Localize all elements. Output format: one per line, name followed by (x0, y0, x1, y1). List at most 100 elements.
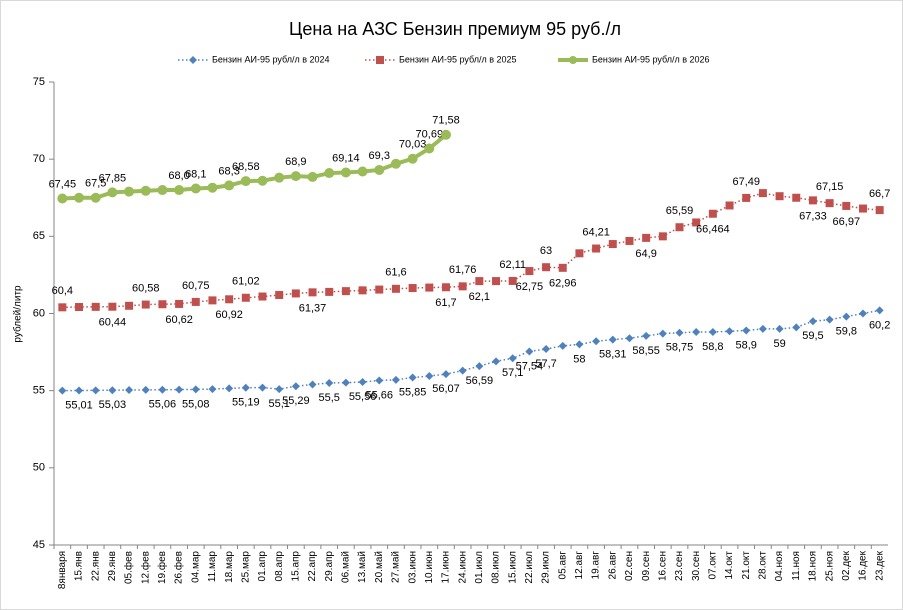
data-point (692, 218, 701, 227)
data-point (742, 326, 751, 335)
x-tick-label: 16.дек (858, 550, 869, 580)
data-point (357, 166, 368, 177)
x-tick-label: 12.авг (574, 551, 585, 580)
data-label: 68,58 (232, 161, 260, 173)
data-point (341, 378, 350, 387)
data-point (158, 300, 167, 309)
x-tick-label: 01.апр (257, 551, 268, 582)
data-label: 60,75 (182, 280, 210, 292)
data-label: 55,19 (232, 397, 260, 409)
data-point (75, 386, 84, 395)
data-point (241, 293, 250, 302)
x-tick-label: 09.сен (641, 551, 652, 581)
data-point (425, 372, 434, 381)
data-point (458, 366, 467, 375)
data-point (408, 373, 417, 382)
x-tick-label: 12.фев (139, 551, 151, 584)
x-tick-label: 25.мар (240, 551, 251, 583)
data-point (608, 335, 617, 344)
data-label: 57,7 (535, 358, 556, 370)
legend-label: Бензин АИ-95 рубл/л в 2025 (399, 54, 517, 64)
data-point (75, 303, 84, 312)
data-point (91, 386, 100, 395)
data-label: 69,3 (369, 150, 390, 162)
x-tick-label: 20.май (374, 551, 385, 583)
x-tick-label: 04.мар (190, 551, 201, 583)
data-point (441, 283, 450, 292)
data-point (258, 383, 267, 392)
data-point (291, 382, 300, 391)
data-point (290, 171, 301, 182)
x-tick-label: 02.сен (624, 551, 635, 581)
data-point (358, 286, 367, 295)
data-label: 59,5 (802, 330, 823, 342)
data-point (308, 380, 317, 389)
data-label: 67,33 (799, 210, 827, 222)
y-tick-label: 60 (33, 307, 45, 319)
data-point (424, 143, 435, 154)
data-point (140, 185, 151, 196)
legend-label: Бензин АИ-95 рубл/л в 2024 (212, 54, 330, 64)
x-tick-label: 22.апр (307, 551, 318, 582)
data-point (625, 334, 634, 343)
data-label: 58,55 (632, 345, 660, 357)
x-tick-label: 24.июн (457, 551, 468, 584)
legend-label: Бензин АИ-95 рубл/л в 2026 (592, 54, 710, 64)
data-point (408, 284, 417, 293)
data-point (475, 277, 484, 286)
data-point (241, 383, 250, 392)
data-label: 60,58 (132, 282, 160, 294)
data-point (74, 192, 85, 203)
x-tick-label: 25.ноя (824, 551, 835, 581)
data-label: 55,08 (182, 398, 210, 410)
data-label: 55,01 (65, 399, 93, 411)
data-point (875, 206, 884, 215)
x-tick-label: 06.май (341, 551, 352, 583)
data-point (158, 385, 167, 394)
x-tick-label: 23.сен (674, 551, 685, 581)
data-point (258, 292, 267, 301)
data-label: 60,2 (869, 319, 890, 331)
data-point (225, 295, 234, 304)
data-point (341, 287, 350, 296)
data-label: 55,5 (319, 392, 340, 404)
data-point (440, 129, 451, 140)
data-label: 65,59 (666, 205, 694, 217)
y-tick-label: 55 (33, 385, 45, 397)
data-label: 57,54 (516, 360, 544, 372)
data-point (642, 233, 651, 242)
data-label: 61,37 (299, 302, 327, 314)
data-point (191, 297, 200, 306)
data-label: 55,06 (149, 399, 177, 411)
data-point (208, 385, 217, 394)
data-label: 57,1 (502, 367, 523, 379)
data-point (90, 192, 101, 203)
data-label: 71,58 (432, 115, 460, 127)
data-label: 58,9 (736, 339, 757, 351)
data-point (542, 344, 551, 353)
data-point (107, 187, 118, 198)
x-tick-label: 14.окт (724, 551, 735, 580)
data-point (492, 277, 501, 286)
x-tick-label: 18.мар (224, 551, 235, 583)
legend-marker (376, 56, 384, 64)
data-label: 60,92 (215, 309, 243, 321)
data-point (658, 232, 667, 241)
data-point (157, 185, 168, 196)
x-tick-label: 05.авг (557, 551, 568, 580)
data-point (191, 385, 200, 394)
data-point (858, 309, 867, 318)
data-label: 55,66 (365, 389, 393, 401)
data-label: 58,31 (599, 348, 627, 360)
chart-title: Цена на АЗС Бензин премиум 95 руб./л (289, 19, 621, 39)
data-point (275, 290, 284, 299)
data-point (708, 209, 717, 218)
data-point (558, 263, 567, 272)
data-point (58, 303, 67, 312)
data-label: 61,7 (435, 297, 456, 309)
data-point (391, 375, 400, 384)
x-tick-label: 19.авг (591, 551, 602, 580)
data-point (108, 386, 117, 395)
data-point (825, 315, 834, 324)
